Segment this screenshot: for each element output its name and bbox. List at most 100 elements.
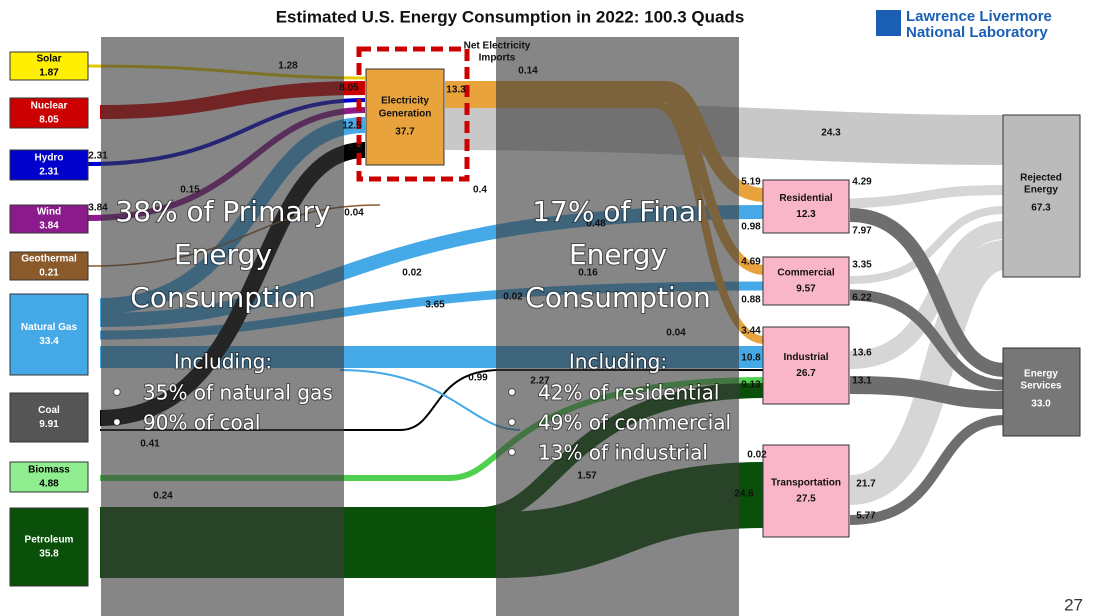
overlay-bullet: 90% of coal bbox=[143, 411, 261, 435]
source-box bbox=[9, 251, 89, 281]
sector-value: 27.5 bbox=[796, 494, 816, 505]
flow bbox=[100, 369, 765, 431]
overlay-bullet: 35% of natural gas bbox=[143, 381, 333, 405]
source-value: 4.88 bbox=[39, 479, 59, 490]
source-name: Solar bbox=[36, 54, 61, 65]
output-box bbox=[1002, 114, 1081, 278]
bullet: • bbox=[111, 411, 123, 435]
flow-label: 0.41 bbox=[140, 439, 160, 450]
imports-label: Net Electricity bbox=[464, 41, 531, 52]
source-box bbox=[9, 51, 89, 81]
flow-label: 2.31 bbox=[88, 151, 108, 162]
flow-label: 13.3 bbox=[446, 85, 466, 96]
electricity-box bbox=[365, 68, 445, 166]
output-name: Energy bbox=[1024, 369, 1058, 380]
output-name: Energy bbox=[1024, 185, 1058, 196]
overlay-intro: Including: bbox=[174, 350, 272, 374]
overlay-heading: Energy bbox=[174, 238, 272, 271]
flow bbox=[339, 369, 521, 431]
flow-label: 12.5 bbox=[342, 121, 362, 132]
page-number: 27 bbox=[1064, 595, 1083, 614]
flow bbox=[849, 415, 1006, 525]
flow-label: 3.44 bbox=[741, 326, 761, 337]
source-name: Biomass bbox=[28, 465, 70, 476]
flow-label: 9.13 bbox=[741, 380, 761, 391]
flow-label: 0.48 bbox=[586, 219, 606, 230]
imports-label: Imports bbox=[479, 53, 516, 64]
overlay-intro: Including: bbox=[569, 350, 667, 374]
flow-label: 8.05 bbox=[339, 83, 359, 94]
flow-label: 3.35 bbox=[852, 260, 872, 271]
sector-name: Residential bbox=[779, 193, 833, 204]
flow-label: 1.57 bbox=[577, 471, 597, 482]
flow-label: 4.69 bbox=[741, 257, 761, 268]
source-value: 33.4 bbox=[39, 336, 59, 347]
source-value: 1.87 bbox=[39, 68, 59, 79]
source-value: 0.21 bbox=[39, 268, 59, 279]
flow-label: 0.04 bbox=[344, 208, 364, 219]
output-name: Services bbox=[1020, 381, 1062, 392]
flow-label: 2.27 bbox=[530, 376, 550, 387]
output-name: Rejected bbox=[1020, 173, 1062, 184]
overlay-bullet: 49% of commercial bbox=[538, 411, 731, 435]
flow-label: 13.6 bbox=[852, 348, 872, 359]
source-value: 3.84 bbox=[39, 221, 59, 232]
overlay-panel bbox=[496, 37, 739, 616]
bullet: • bbox=[506, 381, 518, 405]
flow-label: 21.7 bbox=[856, 479, 876, 490]
flow bbox=[849, 208, 1006, 377]
flow-label: 3.65 bbox=[425, 300, 445, 311]
output-value: 67.3 bbox=[1031, 203, 1051, 214]
source-name: Geothermal bbox=[21, 254, 77, 265]
flow-label: 0.98 bbox=[741, 222, 761, 233]
flow bbox=[849, 289, 1006, 391]
overlay-panel bbox=[101, 37, 344, 616]
bullet: • bbox=[506, 411, 518, 435]
flow-label: 5.19 bbox=[741, 177, 761, 188]
source-name: Hydro bbox=[35, 153, 64, 164]
source-box bbox=[9, 507, 89, 587]
overlay-heading: 17% of Final bbox=[532, 195, 704, 228]
logo-text: National Laboratory bbox=[906, 24, 1048, 41]
source-box bbox=[9, 461, 89, 493]
sector-value: 26.7 bbox=[796, 368, 816, 379]
overlay-bullet: 13% of industrial bbox=[538, 441, 708, 465]
node-label: Generation bbox=[379, 109, 432, 120]
overlay-heading: Consumption bbox=[130, 281, 315, 314]
source-value: 35.8 bbox=[39, 549, 59, 560]
flow-label: 10.8 bbox=[741, 353, 761, 364]
sector-box bbox=[762, 444, 850, 538]
flow-label: 0.88 bbox=[741, 295, 761, 306]
flow-label: 0.24 bbox=[153, 491, 173, 502]
flow-label: 0.04 bbox=[666, 328, 686, 339]
source-value: 9.91 bbox=[39, 419, 59, 430]
overlay-heading: 38% of Primary bbox=[115, 195, 330, 228]
overlay-bullet: 42% of residential bbox=[538, 381, 719, 405]
source-box bbox=[9, 97, 89, 129]
flow-label: 3.84 bbox=[88, 203, 108, 214]
source-name: Natural Gas bbox=[21, 322, 78, 333]
sector-box bbox=[762, 326, 850, 405]
flow-label: 0.02 bbox=[747, 450, 767, 461]
flow-label: 6.22 bbox=[852, 293, 872, 304]
source-box bbox=[9, 204, 89, 234]
flow-label: 4.29 bbox=[852, 177, 872, 188]
source-name: Petroleum bbox=[25, 535, 74, 546]
sector-box bbox=[762, 179, 850, 234]
source-name: Wind bbox=[37, 207, 61, 218]
flow-label: 5.77 bbox=[856, 511, 876, 522]
flow-label: 0.02 bbox=[402, 268, 422, 279]
sector-value: 12.3 bbox=[796, 209, 816, 220]
source-name: Coal bbox=[38, 405, 60, 416]
source-box bbox=[9, 392, 89, 443]
flow-label: 24.6 bbox=[734, 489, 754, 500]
flow-label: 0.15 bbox=[180, 185, 200, 196]
output-box bbox=[1002, 347, 1081, 437]
overlay-heading: Energy bbox=[569, 238, 667, 271]
title: Estimated U.S. Energy Consumption in 202… bbox=[276, 7, 745, 26]
flow-label: 0.02 bbox=[503, 292, 523, 303]
flow-label: 1.28 bbox=[278, 61, 298, 72]
logo-text: Lawrence Livermore bbox=[906, 8, 1052, 25]
